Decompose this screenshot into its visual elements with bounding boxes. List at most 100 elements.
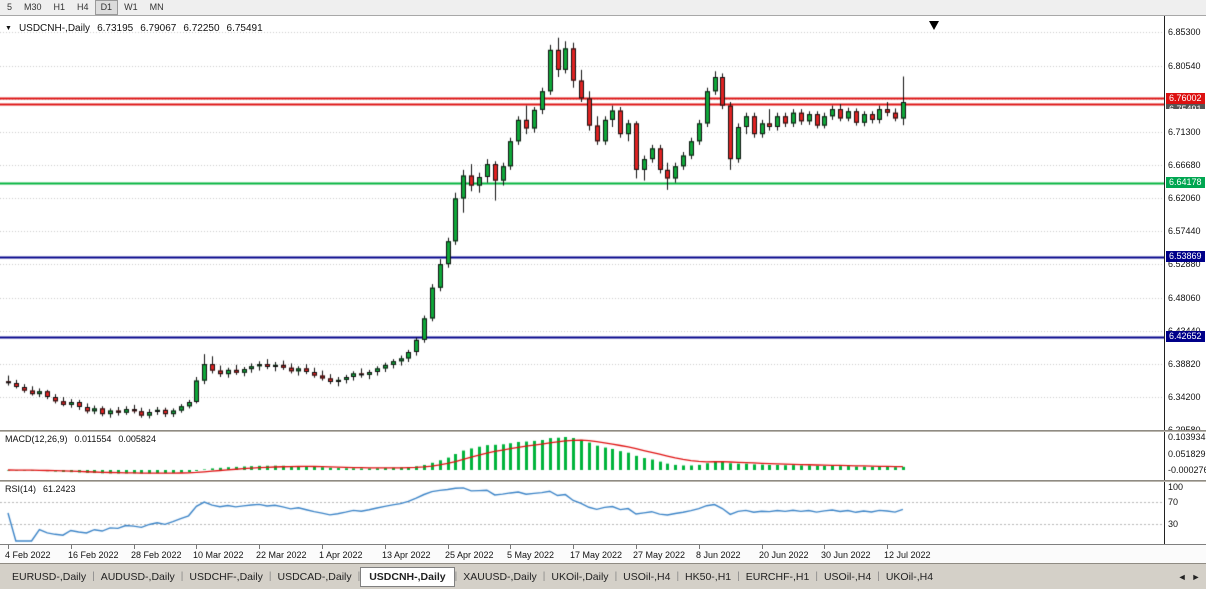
time-axis-tick: [259, 545, 260, 549]
time-axis-label: 17 May 2022: [570, 550, 623, 560]
time-axis-label: 1 Apr 2022: [319, 550, 363, 560]
timeframe-button-H4[interactable]: H4: [77, 2, 89, 12]
ohlc-close-value: 6.75491: [226, 23, 263, 34]
tab-divider: |: [676, 571, 680, 582]
rsi-panel: 100 70 30 RSI(14) 61.2423: [0, 482, 1206, 544]
price-axis-label: 6.38820: [1168, 359, 1201, 369]
time-axis[interactable]: 4 Feb 2022 16 Feb 2022 28 Feb 2022 10 Mar 2…: [0, 544, 1206, 563]
macd-canvas[interactable]: [0, 432, 1164, 480]
macd-signal-value: 0.005824: [118, 434, 156, 444]
chart-tab-usdcnh-daily[interactable]: USDCNH-,Daily: [360, 566, 455, 587]
tab-divider: |: [454, 571, 458, 582]
ohlc-open-value: 6.73195: [97, 23, 134, 34]
time-axis-label: 27 May 2022: [633, 550, 686, 560]
time-axis-tick: [762, 545, 763, 549]
tab-divider: |: [737, 571, 740, 582]
tab-divider: |: [815, 571, 818, 582]
macd-name: MACD(12,26,9): [5, 434, 68, 444]
price-axis-label: 6.29580: [1168, 425, 1201, 430]
time-axis-tick: [71, 545, 72, 549]
time-axis-tick: [699, 545, 700, 549]
price-axis-label: 6.71300: [1168, 127, 1201, 137]
macd-panel: 0.103934 0.051829 -0.000276 MACD(12,26,9) …: [0, 432, 1206, 480]
panel-splitter[interactable]: [0, 480, 1206, 482]
chart-tab-audusd-daily[interactable]: AUDUSD-,Daily: [100, 570, 175, 583]
rsi-value: 61.2423: [43, 484, 76, 494]
time-axis-label: 5 May 2022: [507, 550, 555, 560]
tab-divider: |: [180, 571, 184, 582]
rsi-axis-label: 100: [1168, 482, 1184, 492]
tab-divider: |: [268, 571, 272, 582]
tab-divider: |: [357, 571, 361, 582]
time-axis-label: 28 Feb 2022: [131, 550, 182, 560]
symbol-dropdown-icon[interactable]: ▼: [5, 24, 12, 32]
price-axis-label: 6.34200: [1168, 392, 1201, 402]
time-axis-label: 16 Feb 2022: [68, 550, 119, 560]
ohlc-low-value: 6.72250: [183, 23, 220, 34]
panel-splitter[interactable]: [0, 430, 1206, 432]
time-axis-label: 8 Jun 2022: [696, 550, 741, 560]
chart-tab-hk50-h1[interactable]: HK50-,H1: [685, 570, 732, 583]
macd-title: MACD(12,26,9) 0.011554 0.005824: [5, 434, 156, 444]
timeframe-button-5[interactable]: 5: [7, 2, 13, 12]
price-line-label: 6.75491: [1166, 104, 1205, 110]
timeframe-button-D1[interactable]: D1: [94, 0, 119, 15]
chart-tab-ukoil-daily[interactable]: UKOil-,Daily: [551, 570, 609, 583]
chart-tab-eurchf-h1[interactable]: EURCHF-,H1: [745, 570, 810, 583]
chart-tab-usoil-h4[interactable]: USOil-,H4: [823, 570, 872, 583]
tabs-scroll-right-icon[interactable]: ►: [1191, 571, 1201, 582]
price-axis[interactable]: 6.85300 6.80540 6.71300 6.66680 6.62060 6.574…: [1164, 16, 1206, 430]
price-line-label: 6.42652: [1166, 331, 1205, 343]
time-axis-tick: [636, 545, 637, 549]
time-axis-tick: [385, 545, 386, 549]
tabs-scroll-left-icon[interactable]: ◄: [1177, 571, 1187, 582]
time-axis-tick: [196, 545, 197, 549]
chart-tab-usdchf-daily[interactable]: USDCHF-,Daily: [189, 570, 263, 583]
price-axis-label: 6.43440: [1168, 326, 1201, 336]
macd-axis-label: 0.051829: [1168, 448, 1206, 459]
timeframe-button-H1[interactable]: H1: [53, 2, 66, 12]
time-axis-tick: [322, 545, 323, 549]
rsi-canvas[interactable]: [0, 482, 1164, 544]
rsi-axis-label: 30: [1168, 519, 1179, 530]
time-axis-label: 20 Jun 2022: [759, 550, 809, 560]
chart-tabs: EURUSD-,Daily | AUDUSD-,Daily | USDCHF-,Dail…: [0, 564, 1172, 589]
chart-tab-usdcad-daily[interactable]: USDCAD-,Daily: [277, 570, 352, 583]
price-chart-canvas[interactable]: [0, 16, 1164, 430]
time-axis-label: 10 Mar 2022: [193, 550, 244, 560]
chart-window: 6.85300 6.80540 6.71300 6.66680 6.62060 6.574…: [0, 16, 1206, 563]
price-line-label: 6.76002: [1166, 92, 1205, 104]
main-chart-panel: 6.85300 6.80540 6.71300 6.66680 6.62060 6.574…: [0, 16, 1206, 430]
time-axis-tick: [8, 545, 9, 549]
timeframe-button-MN[interactable]: MN: [149, 2, 164, 12]
ohlc-high-value: 6.79067: [140, 23, 177, 34]
chart-tab-ukoil-h4[interactable]: UKOil-,H4: [885, 570, 934, 583]
rsi-name: RSI(14): [5, 484, 37, 494]
time-axis-tick: [887, 545, 888, 549]
price-axis-label: 6.66680: [1168, 160, 1201, 170]
tab-divider: |: [877, 571, 880, 582]
macd-main-value: 0.011554: [74, 434, 112, 444]
macd-axis-label: 0.103934: [1168, 432, 1206, 442]
rsi-axis-label: 70: [1168, 496, 1179, 507]
chart-tab-usoil-h4[interactable]: USOil-,H4: [623, 570, 671, 583]
time-axis-tick: [573, 545, 574, 549]
down-arrow-marker-icon: [929, 21, 940, 31]
time-axis-label: 4 Feb 2022: [5, 550, 51, 560]
macd-axis: 0.103934 0.051829 -0.000276: [1164, 432, 1206, 480]
timeframe-toolbar: 5 M30 H1 H4 D1 W1 MN: [0, 0, 1206, 16]
timeframe-button-M30[interactable]: M30: [24, 2, 42, 12]
time-axis-tick: [510, 545, 511, 549]
rsi-axis: 100 70 30: [1164, 482, 1206, 544]
tab-divider: |: [92, 571, 95, 582]
chart-tab-eurusd-daily[interactable]: EURUSD-,Daily: [12, 570, 87, 583]
macd-axis-label: -0.000276: [1168, 465, 1206, 476]
chart-tab-xauusd-daily[interactable]: XAUUSD-,Daily: [463, 570, 537, 583]
chart-tabs-bar: EURUSD-,Daily | AUDUSD-,Daily | USDCHF-,Dail…: [0, 563, 1206, 589]
time-axis-tick: [134, 545, 135, 549]
price-axis-label: 6.80540: [1168, 61, 1201, 71]
timeframe-button-W1[interactable]: W1: [124, 2, 138, 12]
price-axis-label: 6.48060: [1168, 293, 1201, 303]
price-axis-label: 6.85300: [1168, 27, 1201, 37]
time-axis-label: 13 Apr 2022: [382, 550, 431, 560]
